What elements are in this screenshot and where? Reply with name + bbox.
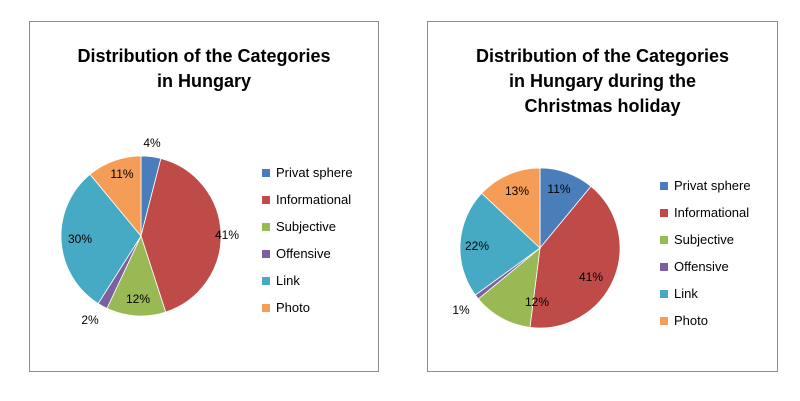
legend-item: Informational: [660, 199, 751, 226]
pie-slice-photo: [481, 167, 541, 249]
pie-slice-photo: [89, 155, 142, 238]
data-label-link: 22%: [465, 239, 489, 253]
data-label-informational: 41%: [215, 228, 239, 242]
legend-swatch: [262, 303, 270, 312]
legend-label: Link: [674, 286, 698, 301]
pie-slice-subjective: [477, 247, 541, 328]
legend-item: Privat sphere: [660, 172, 751, 199]
legend-swatch: [660, 208, 668, 217]
pie-slice-informational: [140, 158, 222, 313]
legend-swatch: [660, 181, 668, 190]
legend-label: Subjective: [276, 219, 336, 234]
data-label-informational: 41%: [579, 270, 603, 284]
legend-swatch: [262, 222, 270, 231]
pie-chart: 4% 41% 12% 2% 30% 11%: [60, 136, 239, 327]
data-label-subjective: 12%: [525, 295, 549, 309]
data-label-offensive: 1%: [452, 303, 470, 317]
data-label-photo: 11%: [110, 167, 133, 181]
legend-label: Informational: [674, 205, 750, 220]
legend-item: Photo: [660, 307, 751, 334]
legend-label: Privat sphere: [674, 178, 751, 193]
legend-item: Privat sphere: [262, 159, 353, 186]
legend-item: Link: [262, 267, 353, 294]
chart-title: Distribution of the Categories in Hungar…: [77, 46, 331, 91]
chart-panel-christmas: Distribution of the Categories in Hungar…: [427, 21, 778, 372]
legend-swatch: [660, 235, 668, 244]
pie-slice-link: [60, 173, 142, 305]
legend-swatch: [660, 262, 668, 271]
legend-item: Link: [660, 280, 751, 307]
pie-slice-link: [459, 192, 541, 296]
data-label-privat-sphere: 11%: [547, 182, 570, 196]
legend-label: Informational: [276, 192, 352, 207]
legend-swatch: [262, 195, 270, 204]
legend-swatch: [262, 276, 270, 285]
data-label-subjective: 12%: [126, 292, 150, 306]
legend-label: Photo: [674, 313, 708, 328]
legend-label: Offensive: [674, 259, 729, 274]
legend-item: Offensive: [262, 240, 353, 267]
legend-swatch: [262, 168, 270, 177]
legend-item: Informational: [262, 186, 353, 213]
data-label-privat-sphere: 4%: [143, 136, 161, 150]
legend-label: Privat sphere: [276, 165, 353, 180]
legend-item: Photo: [262, 294, 353, 321]
legend-swatch: [262, 249, 270, 258]
legend-item: Offensive: [660, 253, 751, 280]
chart-panel-hungary: Distribution of the Categories in Hungar…: [29, 21, 379, 372]
data-label-link: 30%: [68, 232, 92, 246]
data-label-offensive: 2%: [81, 313, 99, 327]
data-label-photo: 13%: [505, 184, 529, 198]
legend-label: Subjective: [674, 232, 734, 247]
pie-chart: 11% 41% 12% 1% 22% 13%: [452, 167, 621, 329]
legend-label: Photo: [276, 300, 310, 315]
pie-slice-informational: [529, 185, 621, 329]
chart-title: Distribution of the Categories in Hungar…: [475, 46, 729, 116]
chart-legend: Privat sphere Informational Subjective Offe…: [660, 172, 751, 334]
legend-label: Offensive: [276, 246, 331, 261]
legend-item: Subjective: [262, 213, 353, 240]
legend-item: Subjective: [660, 226, 751, 253]
chart-legend: Privat sphere Informational Subjective Offe…: [262, 159, 353, 321]
legend-swatch: [660, 316, 668, 325]
legend-label: Link: [276, 273, 300, 288]
legend-swatch: [660, 289, 668, 298]
pie-slice-subjective: [106, 234, 167, 317]
